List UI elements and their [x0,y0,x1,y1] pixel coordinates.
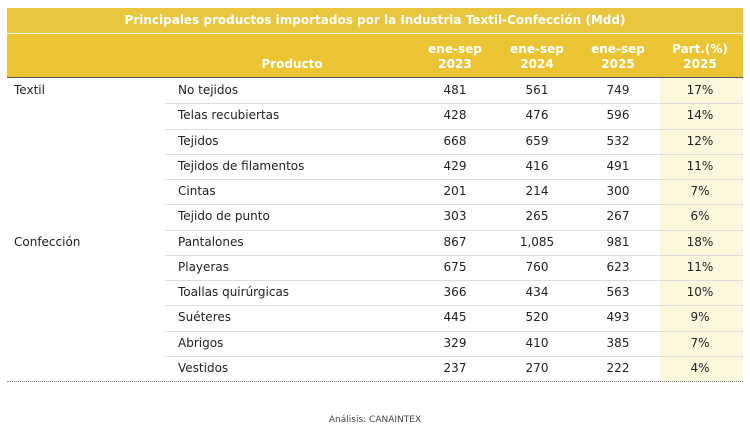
cell-value: 7% [690,184,710,198]
row-line [165,330,743,332]
row-line [165,103,743,105]
cell-value: 623 [606,259,630,274]
cell-value: 17% [686,83,714,97]
cell-value: 366 [443,285,467,299]
cell-value: 659 [525,133,549,148]
group-label: Textil [14,83,45,97]
cell-value: 4% [690,360,710,375]
cell-value: 222 [606,360,630,375]
cell-value: 561 [525,83,549,97]
header-label: 2023 [438,57,472,71]
header-label: 2024 [520,57,554,71]
cell-value: 12% [686,133,714,148]
cell-value: 214 [525,184,549,198]
product-name: Abrigos [178,335,224,350]
product-name: Telas recubiertas [178,108,280,123]
row-line [165,355,743,357]
cell-value: 981 [606,234,630,249]
cell-value: 1,085 [519,234,555,249]
cell-value: 6% [690,209,710,224]
product-name: Playeras [178,259,229,274]
cell-value: 385 [606,335,630,350]
row-line [165,305,743,307]
product-name: Tejidos [178,133,219,148]
product-name: Cintas [178,184,216,198]
product-name: Vestidos [178,360,229,375]
cell-value: 11% [686,259,714,274]
cell-value: 11% [686,158,714,173]
cell-value: 760 [525,259,549,274]
cell-value: 596 [606,108,630,123]
cell-value: 416 [525,158,549,173]
cell-value: 201 [443,184,467,198]
cell-value: 493 [606,310,630,325]
product-name: Tejidos de filamentos [178,158,305,173]
row-line [165,254,743,256]
cell-value: 18% [686,234,714,249]
product-name: No tejidos [178,83,239,97]
header-label: Producto [261,57,323,71]
cell-value: 300 [606,184,630,198]
cell-value: 749 [606,83,630,97]
cell-value: 476 [525,108,549,123]
cell-value: 520 [525,310,549,325]
cell-value: 445 [443,310,467,325]
group-label: Confección [14,234,81,249]
cell-value: 867 [443,234,467,249]
product-name: Toallas quirúrgicas [178,285,290,299]
row-line [165,128,743,130]
cell-value: 14% [686,108,714,123]
cell-value: 237 [443,360,467,375]
cell-value: 267 [606,209,630,224]
product-name: Suéteres [178,310,231,325]
cell-value: 532 [606,133,630,148]
cell-value: 265 [525,209,549,224]
cell-value: 563 [606,285,630,299]
header-label: ene-sep [510,42,564,56]
header-label: ene-sep [428,42,482,56]
product-name: Tejido de punto [178,209,270,224]
row-line [165,280,743,281]
header-label: ene-sep [591,42,645,56]
cell-value: 410 [525,335,549,350]
cell-value: 329 [443,335,467,350]
row-line [165,204,743,206]
header-label: 2025 [683,57,717,71]
header-label: 2025 [601,57,635,71]
cell-value: 270 [525,360,549,375]
table-header [7,34,743,78]
cell-value: 434 [525,285,549,299]
cell-value: 491 [606,158,630,173]
source-note: Análisis: CANAINTEX [328,415,422,425]
header-label: Part.(%) [672,42,728,56]
cell-value: 7% [690,335,710,350]
cell-value: 429 [443,158,467,173]
cell-value: 303 [443,209,467,224]
row-line [165,229,743,231]
cell-value: 481 [443,83,467,97]
cell-value: 428 [443,108,467,123]
row-line [165,179,743,180]
cell-value: 668 [443,133,467,148]
table-title: Principales productos importados por la … [7,8,743,33]
cell-value: 9% [690,310,710,325]
cell-value: 10% [686,285,714,299]
product-name: Pantalones [178,234,244,249]
row-line [165,153,743,155]
cell-value: 675 [443,259,467,274]
row-line [7,381,743,382]
